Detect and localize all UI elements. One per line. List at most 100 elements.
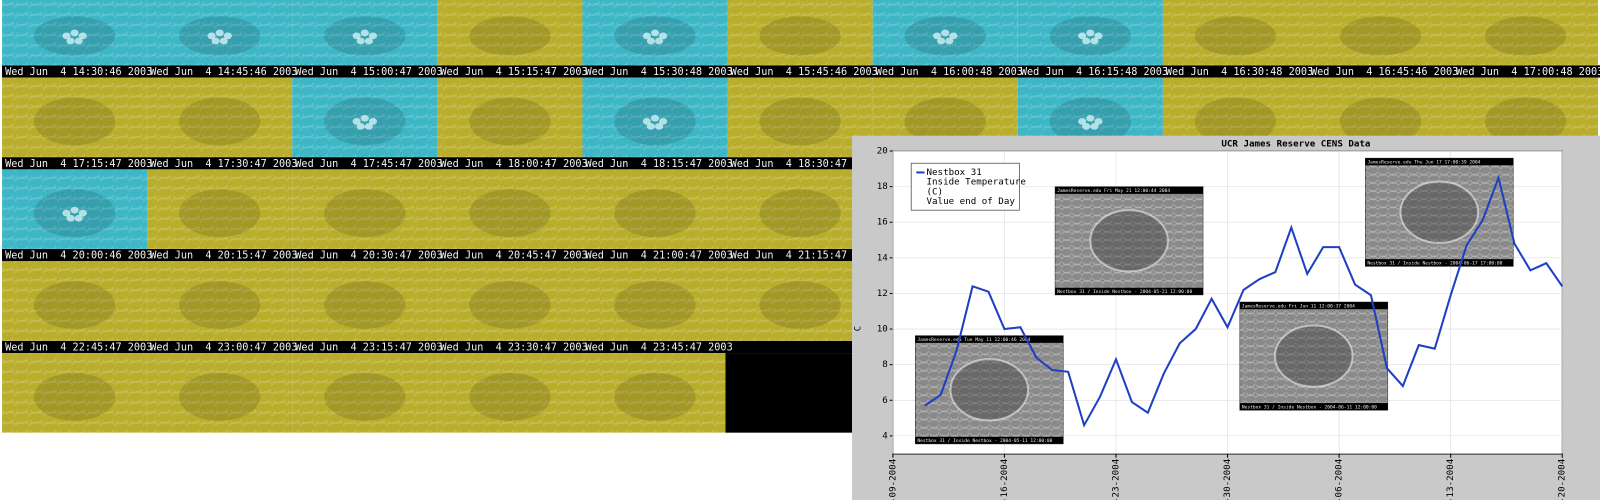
nest-cup: [469, 281, 551, 329]
nest-texture: [147, 353, 293, 433]
egg: [646, 37, 655, 45]
nest-cup: [759, 281, 841, 329]
egg: [223, 32, 232, 40]
nest-cup: [469, 97, 551, 146]
nest-cup: [759, 97, 841, 146]
nest-cup: [1339, 16, 1422, 56]
egg: [70, 206, 79, 214]
frame-timestamp: Wed Jun 4 17:30:47 2003: [150, 159, 297, 170]
label-bar: [2, 65, 853, 78]
nest-texture: [2, 261, 148, 341]
egg: [941, 29, 950, 37]
egg: [215, 29, 224, 37]
egg: [1094, 117, 1103, 125]
egg: [1082, 123, 1091, 130]
egg: [66, 37, 75, 45]
egg: [655, 123, 664, 130]
egg: [1086, 114, 1095, 122]
frame-timestamp: Wed Jun 4 15:45:46 2003: [731, 67, 878, 78]
egg: [364, 123, 373, 130]
egg: [66, 214, 75, 222]
nest-texture: [147, 261, 293, 341]
egg: [207, 32, 216, 40]
frame-timestamp: Wed Jun 4 17:15:47 2003: [5, 159, 152, 170]
legend-detail: Inside Temperature: [927, 177, 1026, 188]
frame-timestamp: Wed Jun 4 14:30:46 2003: [5, 67, 152, 78]
y-tick-label: 18: [877, 181, 888, 192]
frame-timestamp: Wed Jun 4 17:45:47 2003: [295, 159, 442, 170]
inset-texture: [1365, 158, 1514, 267]
egg: [368, 117, 378, 125]
x-tick-label: 05-09-2004: [887, 458, 898, 500]
frame-timestamp: Wed Jun 4 16:30:48 2003: [1166, 67, 1313, 78]
nest-cup: [33, 281, 116, 329]
inset-footer: Nestbox 31 / Inside Nestbox - 2004-05-21…: [1057, 289, 1192, 295]
egg: [659, 117, 668, 125]
legend-label: Nestbox 31: [927, 167, 982, 178]
nest-cup: [179, 97, 261, 146]
inset-header-bar: [1239, 302, 1388, 310]
frame-timestamp: Wed Jun 4 23:00:47 2003: [150, 342, 297, 353]
empty-frame: [725, 353, 853, 433]
nest-cup: [614, 281, 696, 329]
inset-header-bar: [1055, 186, 1204, 194]
x-tick-label: 05-23-2004: [1110, 458, 1121, 500]
nest-texture: [1307, 0, 1454, 66]
nest-texture: [147, 169, 293, 249]
y-axis-label: C: [853, 326, 864, 332]
frame-timestamp: Wed Jun 4 15:30:48 2003: [586, 67, 733, 78]
nest-cup: [759, 16, 841, 56]
inset-nest: [1399, 180, 1480, 244]
inset-footer-bar: [1365, 259, 1514, 267]
egg: [945, 37, 954, 45]
inset-footer: Nestbox 31 / Inside Nestbox - 2004-06-17…: [1367, 260, 1502, 266]
frame-timestamp: Wed Jun 4 14:45:46 2003: [150, 67, 297, 78]
nest-cup: [1339, 97, 1422, 146]
inset-nest: [949, 358, 1030, 422]
egg: [1094, 32, 1103, 40]
inset-header: JamesReserve.edu Tue May 11 12:00:46 200…: [917, 337, 1030, 343]
inset-header: JamesReserve.edu Fri May 21 12:00:44 200…: [1057, 188, 1170, 194]
nest-cup: [324, 372, 406, 421]
label-bar: [2, 248, 853, 262]
x-tick-label: 05-16-2004: [999, 458, 1010, 500]
label-bar: [2, 340, 853, 354]
frame-timestamp: Wed Jun 4 17:00:48 2003: [1456, 67, 1600, 78]
egg: [352, 32, 361, 40]
y-tick-label: 8: [882, 359, 888, 370]
egg: [655, 37, 664, 45]
frame-timestamp: Wed Jun 4 23:30:47 2003: [440, 342, 587, 353]
nest-cup: [179, 372, 261, 421]
egg: [1090, 37, 1099, 45]
y-tick-label: 6: [882, 395, 888, 406]
nest-cup: [33, 372, 116, 421]
nest-texture: [727, 77, 873, 158]
nest-cup: [469, 16, 551, 56]
frame-timestamp: Wed Jun 4 21:00:47 2003: [586, 251, 733, 262]
y-tick-label: 14: [877, 252, 889, 263]
frame-timestamp: Wed Jun 4 18:15:47 2003: [586, 159, 733, 170]
egg: [356, 123, 365, 130]
nest-texture: [437, 77, 583, 158]
nest-cup: [469, 372, 551, 421]
egg: [364, 37, 373, 45]
inset-header-bar: [1365, 158, 1514, 166]
egg: [1082, 37, 1091, 45]
nest-texture: [147, 77, 293, 158]
y-tick-label: 20: [877, 146, 888, 157]
nest-texture: [292, 169, 438, 249]
egg: [62, 32, 71, 40]
x-tick-label: 06-20-2004: [1557, 458, 1568, 500]
egg: [650, 114, 660, 122]
egg: [219, 37, 228, 45]
chart-title: UCR James Reserve CENS Data: [1221, 138, 1370, 149]
frame-timestamp: Wed Jun 4 22:45:47 2003: [5, 342, 152, 353]
frame-timestamp: Wed Jun 4 18:00:47 2003: [440, 159, 587, 170]
egg: [1078, 117, 1087, 125]
frame-timestamp: Wed Jun 4 16:15:48 2003: [1021, 67, 1168, 78]
legend-detail: (C): [927, 186, 944, 197]
inset-texture: [915, 335, 1064, 444]
frame-timestamp: Wed Jun 4 23:45:47 2003: [586, 342, 733, 353]
x-tick-label: 06-06-2004: [1334, 458, 1345, 500]
nest-texture: [292, 261, 438, 341]
